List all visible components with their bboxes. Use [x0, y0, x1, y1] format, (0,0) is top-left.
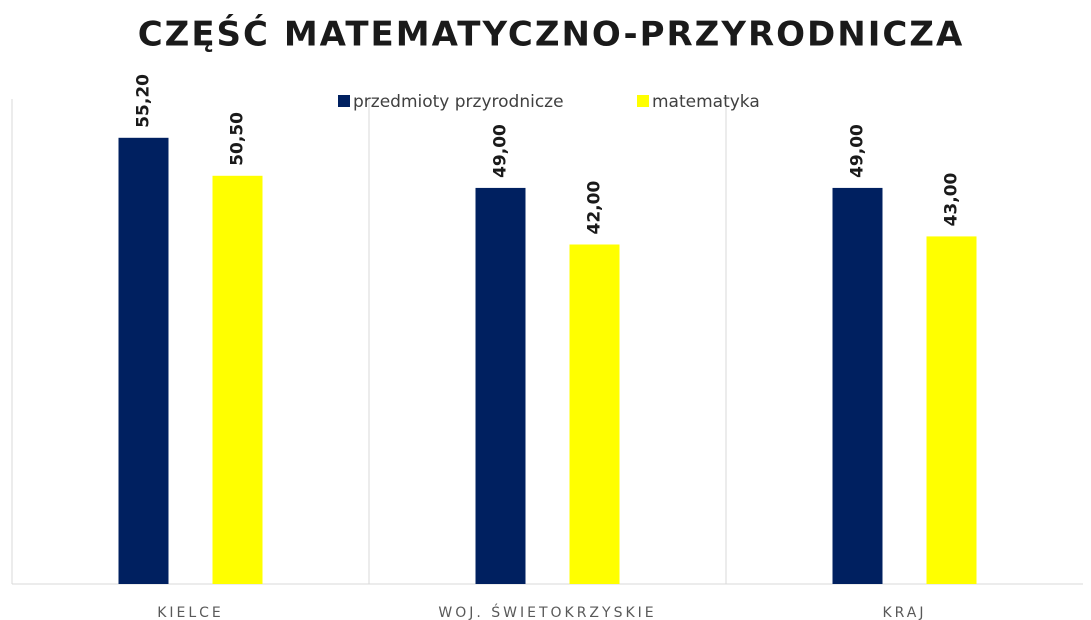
bar	[212, 175, 263, 584]
value-label: 49,00	[491, 124, 511, 178]
bar	[926, 236, 977, 584]
legend-label: matematyka	[652, 92, 760, 112]
legend-swatch	[637, 95, 649, 107]
chart-title: CZĘŚĆ MATEMATYCZNO-PRZYRODNICZA	[138, 14, 965, 55]
legend-label: przedmioty przyrodnicze	[353, 92, 564, 112]
value-label: 55,20	[134, 74, 154, 128]
bar	[475, 187, 526, 584]
value-label: 49,00	[848, 124, 868, 178]
value-label: 50,50	[228, 112, 248, 166]
value-label: 42,00	[585, 181, 605, 235]
bar	[832, 187, 883, 584]
x-tick-label: KIELCE	[157, 605, 224, 620]
bar	[118, 137, 169, 585]
x-tick-label: WOJ. ŚWIETOKRZYSKIE	[438, 603, 656, 620]
x-tick-label: KRAJ	[882, 605, 926, 620]
value-label: 43,00	[942, 172, 962, 226]
legend-swatch	[338, 95, 350, 107]
bar	[569, 244, 620, 584]
